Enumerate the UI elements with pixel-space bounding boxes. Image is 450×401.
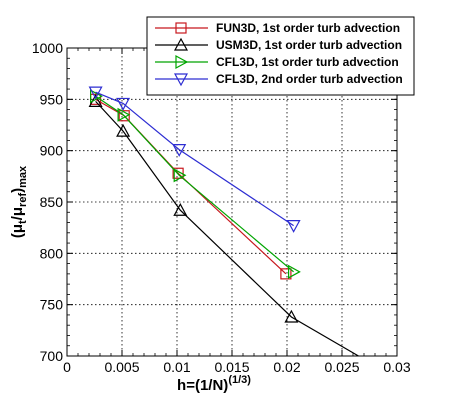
legend-items: FUN3D, 1st order turb advection USM3D, 1s… bbox=[155, 21, 403, 87]
x-tick-label: 0 bbox=[63, 359, 71, 375]
grid-lines bbox=[67, 48, 397, 356]
y-tick-label: 700 bbox=[40, 348, 64, 364]
legend-item: CFL3D, 2nd order turb advection bbox=[155, 72, 403, 87]
legend-item: USM3D, 1st order turb advection bbox=[155, 37, 402, 52]
legend-marker bbox=[173, 73, 189, 87]
data-point bbox=[172, 167, 184, 179]
y-tick-label: 850 bbox=[40, 194, 64, 210]
series-3 bbox=[90, 89, 301, 279]
data-point bbox=[88, 86, 103, 100]
legend-marker bbox=[173, 37, 189, 51]
x-tick-label: 0.01 bbox=[163, 359, 190, 375]
series-4 bbox=[88, 86, 301, 233]
x-tick-label: 0.015 bbox=[214, 359, 249, 375]
y-tick-label: 1000 bbox=[32, 40, 63, 56]
series-line bbox=[95, 98, 287, 275]
legend-marker bbox=[175, 54, 189, 70]
data-point bbox=[286, 220, 301, 233]
y-axis-label-close: ) bbox=[9, 188, 26, 193]
x-tick-label: 0.025 bbox=[324, 359, 359, 375]
x-tick-label: 0.005 bbox=[104, 359, 139, 375]
series-1 bbox=[89, 93, 292, 280]
data-point bbox=[173, 168, 187, 183]
x-tick-label: 0.02 bbox=[273, 359, 300, 375]
tick-labels: 0 0.005 0.01 0.015 0.02 0.025 0.03 700 750 800 850… bbox=[32, 40, 411, 375]
data-point bbox=[116, 97, 131, 111]
data-point bbox=[172, 144, 187, 157]
y-axis-label-t: t bbox=[17, 220, 29, 224]
data-point bbox=[288, 264, 301, 279]
series-layer bbox=[88, 86, 359, 357]
y-axis-label-open: (μ bbox=[9, 224, 26, 238]
y-tick-label: 750 bbox=[40, 297, 64, 313]
legend-label: CFL3D, 2nd order turb advection bbox=[216, 72, 403, 86]
x-axis-label-main: h=(1/N) bbox=[177, 377, 228, 394]
data-point bbox=[118, 110, 130, 122]
y-axis-label-max: max bbox=[17, 165, 29, 188]
legend-item: FUN3D, 1st order turb advection bbox=[155, 21, 400, 35]
data-point bbox=[90, 89, 103, 104]
data-point bbox=[116, 123, 131, 137]
series-2 bbox=[88, 94, 359, 357]
series-line bbox=[95, 95, 294, 273]
data-point bbox=[284, 309, 299, 323]
x-tick-label: 0.03 bbox=[383, 359, 410, 375]
x-axis-label: h=(1/N)(1/3) bbox=[177, 374, 251, 394]
y-tick-label: 950 bbox=[40, 91, 64, 107]
y-axis-label-ref: ref bbox=[17, 193, 29, 207]
data-point bbox=[173, 202, 188, 216]
data-point bbox=[117, 107, 131, 122]
x-axis-label-exponent: (1/3) bbox=[228, 374, 251, 386]
legend-box bbox=[146, 16, 415, 96]
legend-marker bbox=[175, 22, 187, 34]
y-tick-label: 800 bbox=[40, 245, 64, 261]
legend: FUN3D, 1st order turb advection USM3D, 1s… bbox=[146, 16, 415, 96]
y-axis-label: (μt/μref)max bbox=[9, 165, 29, 238]
legend-item: CFL3D, 1st order turb advection bbox=[155, 54, 399, 70]
data-point bbox=[280, 268, 292, 280]
series-line bbox=[95, 91, 294, 227]
series-line bbox=[95, 100, 359, 357]
y-axis-label-slash: /μ bbox=[9, 207, 26, 220]
legend-label: FUN3D, 1st order turb advection bbox=[216, 21, 400, 35]
legend-label: CFL3D, 1st order turb advection bbox=[216, 55, 399, 69]
legend-label: USM3D, 1st order turb advection bbox=[216, 38, 402, 52]
y-tick-label: 900 bbox=[40, 143, 64, 159]
